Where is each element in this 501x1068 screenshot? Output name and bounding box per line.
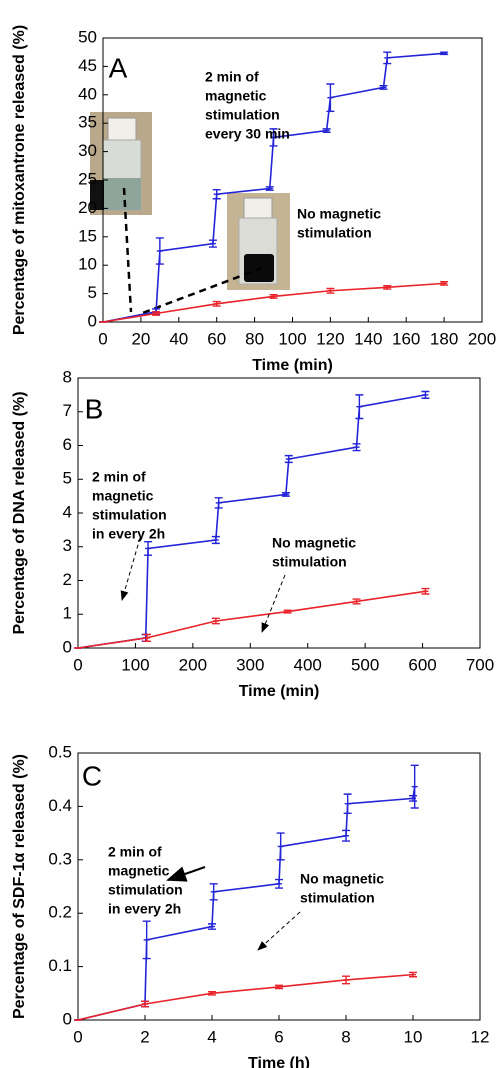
x-tick-label: 120 bbox=[316, 329, 344, 348]
x-tick-label: 40 bbox=[169, 329, 188, 348]
y-axis-label: Percentage of SDF-1α released (%) bbox=[11, 754, 28, 1019]
annotation: in every 2h bbox=[92, 526, 165, 542]
x-tick-label: 6 bbox=[274, 1027, 283, 1046]
annotation-arrow bbox=[257, 911, 301, 951]
x-tick-label: 400 bbox=[294, 655, 322, 674]
annotation: stimulation bbox=[297, 225, 372, 241]
y-tick-label: 50 bbox=[78, 27, 97, 46]
x-tick-label: 60 bbox=[207, 329, 226, 348]
y-tick-label: 15 bbox=[78, 226, 97, 245]
annotation: stimulation bbox=[205, 107, 280, 123]
annotation: No magnetic bbox=[297, 206, 381, 222]
y-tick-label: 0 bbox=[88, 311, 97, 330]
x-tick-label: 80 bbox=[245, 329, 264, 348]
y-tick-label: 5 bbox=[88, 283, 97, 302]
panel-label: A bbox=[109, 52, 128, 83]
y-axis-label: Percentage of mitoxantrone released (%) bbox=[11, 25, 28, 335]
vial-photo bbox=[227, 193, 290, 290]
annotation: magnetic bbox=[108, 863, 170, 879]
y-tick-label: 30 bbox=[78, 141, 97, 160]
x-tick-label: 8 bbox=[341, 1027, 350, 1046]
y-tick-label: 10 bbox=[78, 255, 97, 274]
y-tick-label: 7 bbox=[63, 401, 72, 420]
plot-frame bbox=[102, 37, 483, 323]
y-tick-label: 0.5 bbox=[48, 742, 72, 761]
annotation: in every 2h bbox=[108, 901, 181, 917]
y-tick-label: 5 bbox=[63, 469, 72, 488]
annotation-arrow bbox=[166, 866, 206, 882]
x-tick-label: 0 bbox=[73, 655, 82, 674]
y-tick-label: 0 bbox=[63, 637, 72, 656]
y-tick-label: 3 bbox=[63, 536, 72, 555]
y-tick-label: 1 bbox=[63, 604, 72, 623]
y-tick-label: 35 bbox=[78, 113, 97, 132]
annotation: No magnetic bbox=[300, 871, 384, 887]
annotation: every 30 min bbox=[205, 126, 290, 142]
x-tick-label: 12 bbox=[471, 1027, 490, 1046]
y-axis-label: Percentage of DNA released (%) bbox=[11, 391, 28, 634]
x-tick-label: 100 bbox=[278, 329, 306, 348]
y-tick-label: 6 bbox=[63, 435, 72, 454]
y-tick-label: 0.1 bbox=[48, 956, 72, 975]
x-axis-label: Time (min) bbox=[239, 683, 320, 700]
x-tick-label: 140 bbox=[354, 329, 382, 348]
y-tick-label: 0.3 bbox=[48, 849, 72, 868]
y-tick-label: 8 bbox=[63, 367, 72, 386]
panel-label: C bbox=[82, 760, 102, 791]
x-tick-label: 200 bbox=[468, 329, 496, 348]
series-line bbox=[77, 394, 426, 649]
x-axis-label: Time (h) bbox=[248, 1055, 310, 1068]
y-tick-label: 2 bbox=[63, 570, 72, 589]
annotation: 2 min of bbox=[108, 844, 162, 860]
annotation: No magnetic bbox=[272, 535, 356, 551]
vial-photo bbox=[90, 112, 152, 215]
x-tick-label: 600 bbox=[408, 655, 436, 674]
x-tick-label: 100 bbox=[121, 655, 149, 674]
annotation: stimulation bbox=[108, 882, 183, 898]
annotation: magnetic bbox=[92, 488, 154, 504]
y-tick-label: 0.4 bbox=[48, 796, 72, 815]
annotation: magnetic bbox=[205, 88, 267, 104]
annotation-arrow bbox=[261, 574, 286, 633]
x-tick-label: 10 bbox=[404, 1027, 423, 1046]
annotation: stimulation bbox=[272, 554, 347, 570]
y-tick-label: 20 bbox=[78, 198, 97, 217]
x-tick-label: 0 bbox=[98, 329, 107, 348]
y-tick-label: 4 bbox=[63, 502, 72, 521]
x-tick-label: 300 bbox=[236, 655, 264, 674]
series-line bbox=[77, 590, 426, 649]
x-tick-label: 0 bbox=[73, 1027, 82, 1046]
x-tick-label: 4 bbox=[207, 1027, 216, 1046]
pointer bbox=[122, 187, 133, 313]
y-tick-label: 25 bbox=[78, 169, 97, 188]
x-tick-label: 20 bbox=[131, 329, 150, 348]
x-tick-label: 700 bbox=[466, 655, 494, 674]
x-tick-label: 160 bbox=[392, 329, 420, 348]
panel-label: B bbox=[85, 393, 104, 424]
x-tick-label: 180 bbox=[430, 329, 458, 348]
annotation: 2 min of bbox=[205, 69, 259, 85]
annotation: stimulation bbox=[300, 890, 375, 906]
y-tick-label: 0 bbox=[63, 1009, 72, 1028]
pointer bbox=[139, 266, 263, 316]
x-tick-label: 500 bbox=[351, 655, 379, 674]
y-tick-label: 0.2 bbox=[48, 903, 72, 922]
x-axis-label: Time (min) bbox=[252, 357, 333, 374]
series-line bbox=[77, 973, 414, 1021]
x-tick-label: 2 bbox=[140, 1027, 149, 1046]
annotation-arrow bbox=[120, 537, 141, 601]
annotation: 2 min of bbox=[92, 469, 146, 485]
y-tick-label: 40 bbox=[78, 84, 97, 103]
annotation: stimulation bbox=[92, 507, 167, 523]
y-tick-label: 45 bbox=[78, 56, 97, 75]
x-tick-label: 200 bbox=[179, 655, 207, 674]
